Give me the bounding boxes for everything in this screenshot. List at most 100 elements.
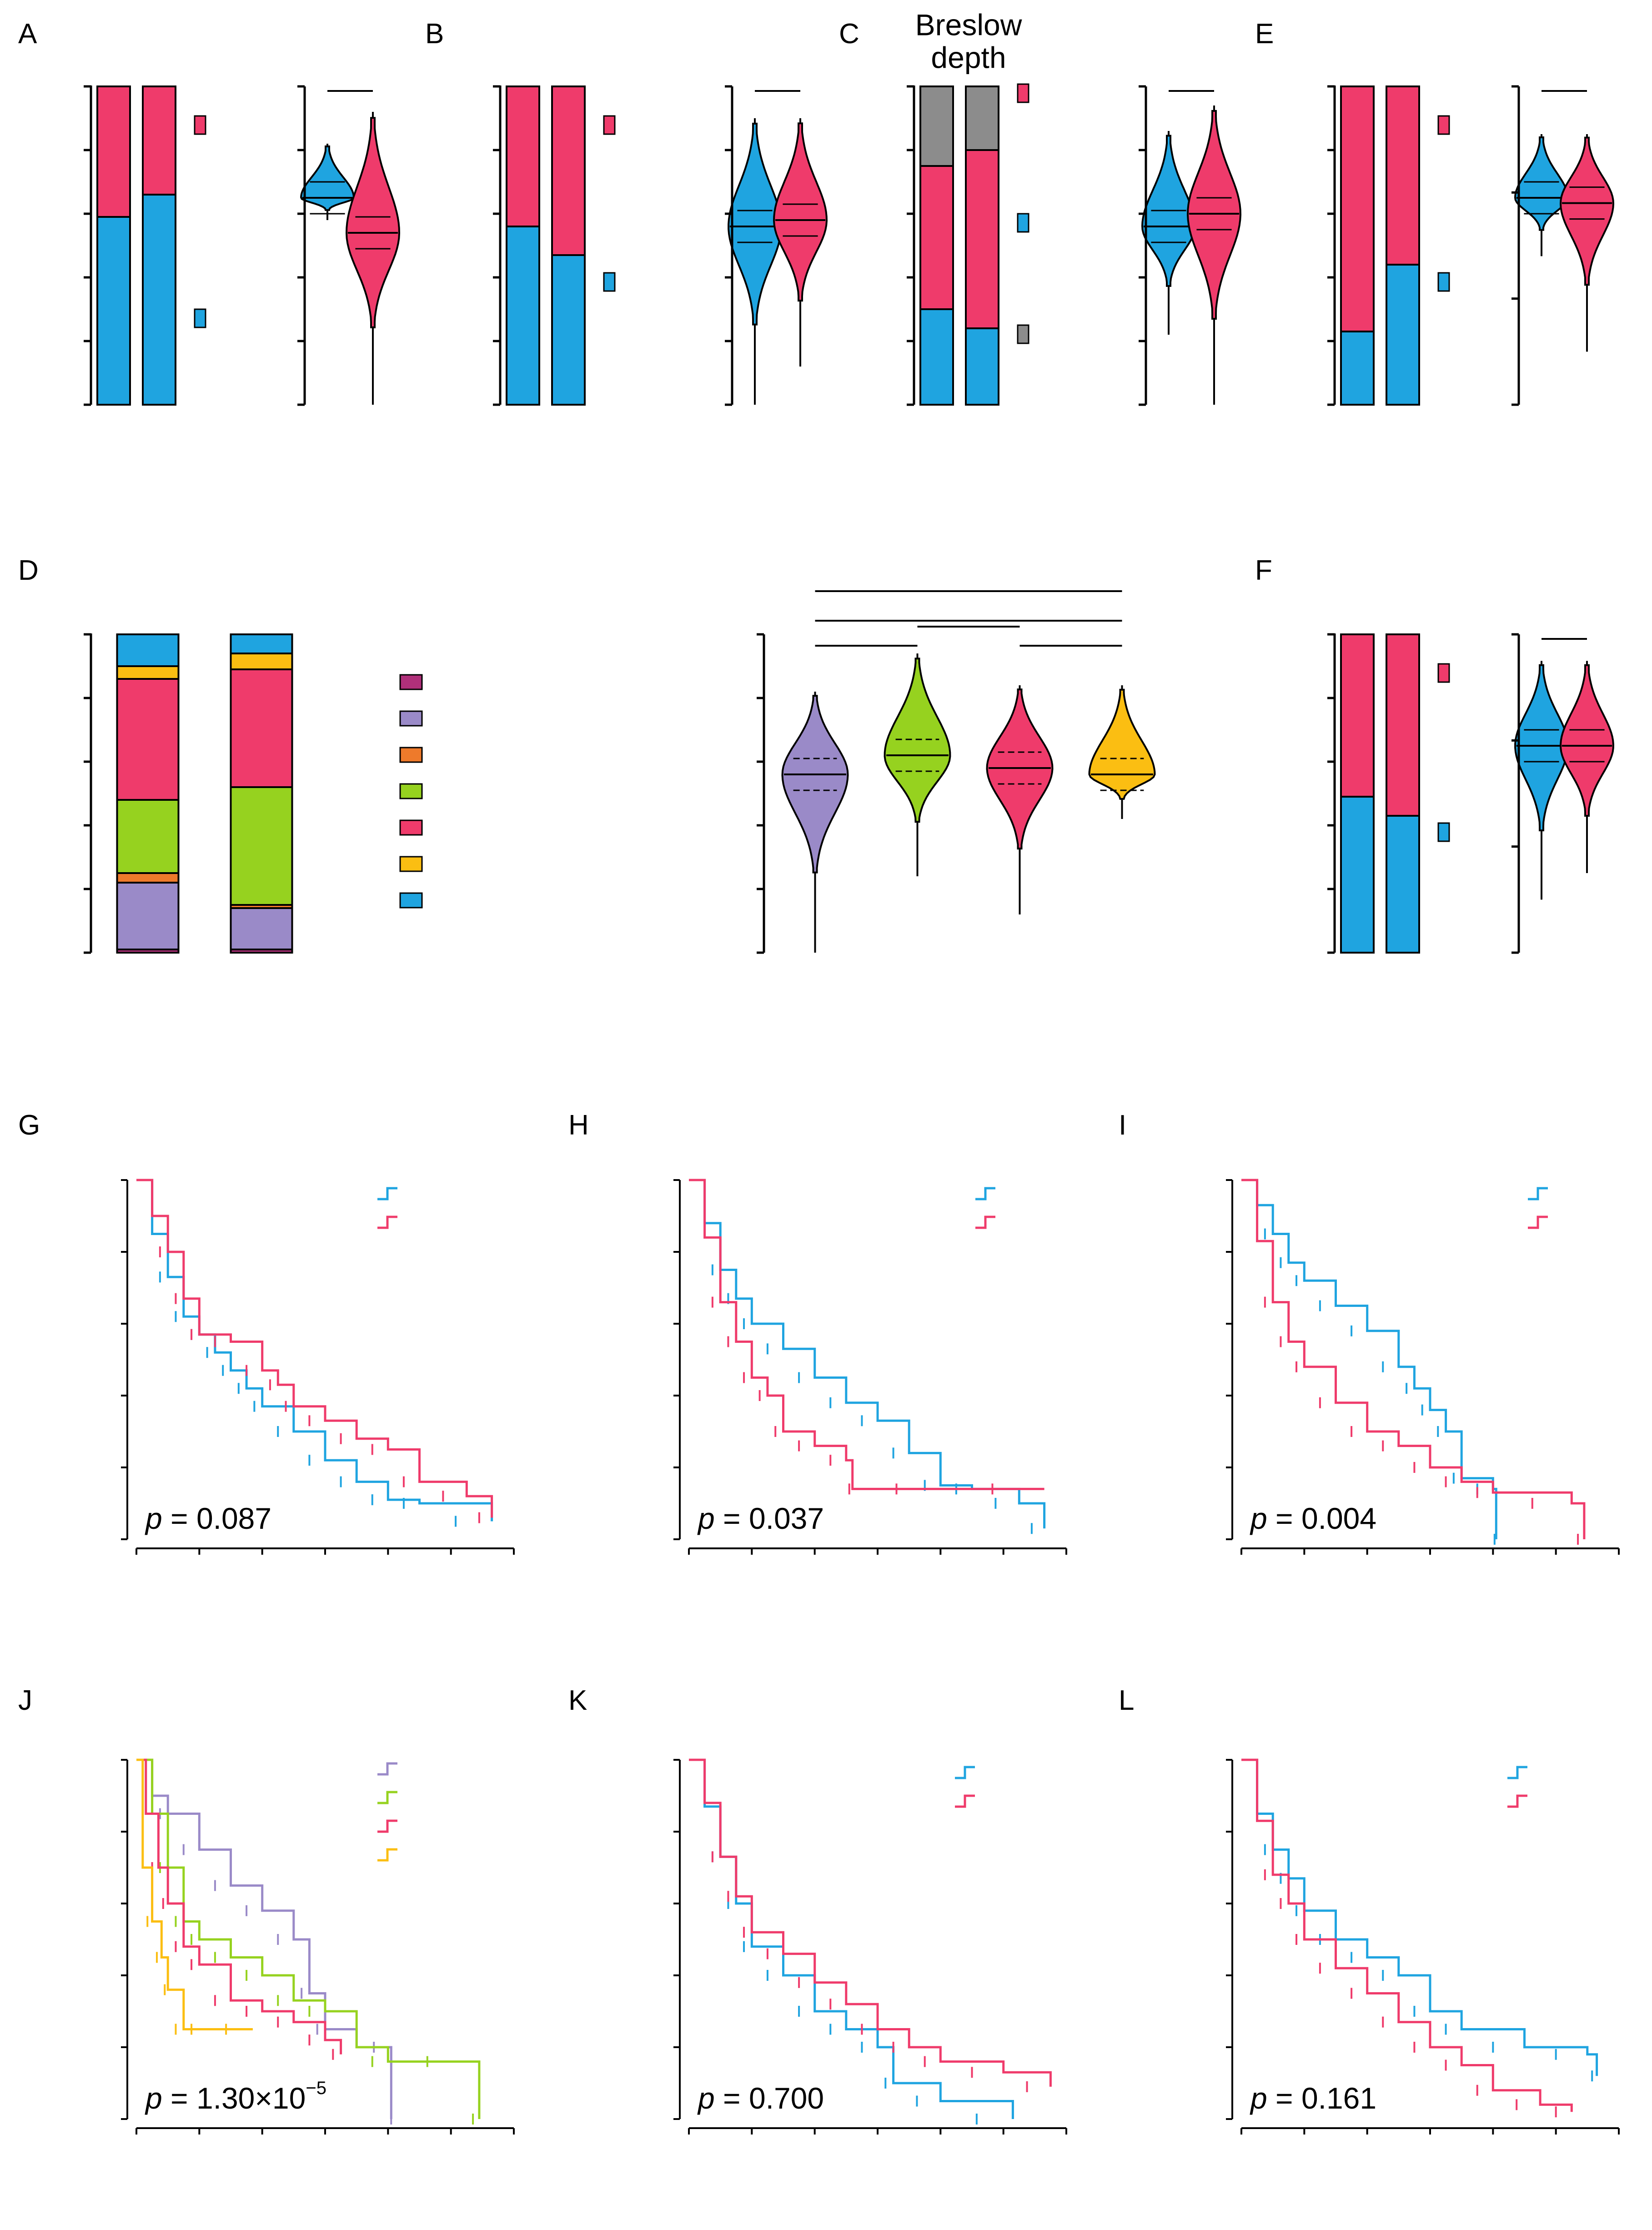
legend-key bbox=[975, 1187, 995, 1200]
p-value-exponent: −5 bbox=[306, 2078, 326, 2098]
p-equals: = bbox=[162, 1502, 196, 1535]
panel-letter-i: I bbox=[1119, 1110, 1126, 1141]
panel-b-violin-chart bbox=[725, 85, 828, 406]
bar-segment bbox=[116, 678, 180, 801]
violin-body bbox=[728, 122, 782, 326]
bar-segment bbox=[1340, 796, 1375, 954]
panel-d-bar-chart bbox=[84, 633, 293, 954]
p-value-number: 0.037 bbox=[749, 1502, 824, 1535]
violin-body bbox=[1186, 110, 1242, 320]
legend-key bbox=[955, 1794, 975, 1808]
p-equals: = bbox=[715, 2081, 749, 2115]
legend-key bbox=[975, 1215, 995, 1229]
p-value-number: 0.161 bbox=[1301, 2081, 1376, 2115]
bar-segment bbox=[919, 85, 954, 167]
bar-segment bbox=[506, 85, 540, 227]
survival-curve bbox=[1241, 1758, 1573, 2112]
panel-title: Breslow bbox=[915, 8, 1022, 41]
legend-key bbox=[377, 1215, 397, 1229]
p-value-number: 0.087 bbox=[196, 1502, 271, 1535]
bar-segment bbox=[116, 633, 180, 667]
survival-curve bbox=[136, 1758, 392, 2119]
panel-letter-f: F bbox=[1255, 555, 1272, 586]
legend-swatch bbox=[399, 783, 423, 799]
bar-segment bbox=[230, 907, 293, 950]
bar-segment bbox=[1340, 633, 1375, 798]
p-value-number: 0.004 bbox=[1301, 1502, 1376, 1535]
legend-swatch bbox=[399, 710, 423, 727]
panel-e-bar-chart bbox=[1327, 85, 1450, 406]
violin-body bbox=[1514, 136, 1569, 231]
panel-f-bar-chart bbox=[1327, 633, 1450, 954]
bar-segment bbox=[1386, 815, 1420, 954]
legend-key bbox=[955, 1766, 975, 1779]
violin-body bbox=[345, 117, 401, 328]
survival-curve bbox=[1241, 1179, 1497, 1539]
bar-segment bbox=[142, 194, 176, 406]
stage-legend bbox=[399, 674, 423, 909]
legend-key bbox=[377, 1791, 397, 1804]
legend-swatch bbox=[399, 856, 423, 872]
legend-swatch bbox=[1437, 663, 1450, 683]
violin-body bbox=[1559, 136, 1615, 286]
survival-curve bbox=[136, 1758, 342, 2054]
p-symbol: p bbox=[145, 2081, 162, 2115]
bar-segment bbox=[230, 786, 293, 906]
panel-g-survival-chart: p = 0.087 bbox=[121, 1179, 515, 1555]
bar-segment bbox=[551, 254, 586, 406]
p-symbol: p bbox=[1250, 2081, 1267, 2115]
bar-segment bbox=[965, 327, 999, 406]
survival-curve bbox=[689, 1758, 1014, 2119]
panel-h-survival-chart: p = 0.037 bbox=[673, 1179, 1067, 1555]
violin-body bbox=[300, 145, 355, 211]
panel-letter-a: A bbox=[18, 18, 37, 50]
panel-c-violin-chart bbox=[1139, 85, 1242, 406]
bar-segment bbox=[142, 85, 176, 196]
legend-swatch bbox=[399, 819, 423, 836]
p-equals: = bbox=[162, 2081, 196, 2115]
panel-letter-l: L bbox=[1119, 1685, 1134, 1716]
survival-curve bbox=[1241, 1758, 1598, 2076]
survival-curve bbox=[689, 1758, 1052, 2087]
legend-swatch bbox=[1437, 115, 1450, 135]
legend-key bbox=[377, 1187, 397, 1200]
legend-swatch bbox=[1017, 213, 1029, 233]
legend-key bbox=[1507, 1794, 1527, 1808]
p-value: p = 0.087 bbox=[145, 1502, 271, 1535]
panel-k-survival-chart: p = 0.700 bbox=[673, 1758, 1067, 2135]
panel-f-violin-chart bbox=[1511, 633, 1614, 954]
p-equals: = bbox=[715, 1502, 749, 1535]
p-symbol: p bbox=[1250, 1502, 1267, 1535]
legend-swatch bbox=[1017, 324, 1029, 344]
bar-segment bbox=[116, 872, 180, 884]
survival-curve bbox=[689, 1179, 1046, 1529]
bar-segment bbox=[1340, 331, 1375, 406]
violin-body bbox=[781, 695, 849, 874]
legend-key bbox=[1528, 1215, 1548, 1229]
legend-key bbox=[377, 1762, 397, 1776]
legend-key bbox=[1507, 1766, 1527, 1779]
bar-segment bbox=[116, 882, 180, 950]
legend-swatch bbox=[194, 115, 206, 135]
legend-swatch bbox=[1017, 83, 1029, 103]
p-value: p = 0.037 bbox=[697, 1502, 824, 1535]
legend-key bbox=[377, 1848, 397, 1862]
bar-segment bbox=[230, 653, 293, 670]
panel-letter-k: K bbox=[568, 1685, 587, 1716]
legend-swatch bbox=[603, 272, 616, 292]
legend-swatch bbox=[194, 308, 206, 328]
bar-segment bbox=[1340, 85, 1375, 332]
panel-letter-c: C bbox=[839, 18, 859, 50]
p-value: p = 0.161 bbox=[1250, 2081, 1376, 2115]
bar-segment bbox=[919, 165, 954, 310]
violin-body bbox=[1514, 664, 1569, 832]
bar-segment bbox=[1386, 264, 1420, 406]
survival-curve bbox=[136, 1758, 253, 2030]
bar-segment bbox=[230, 633, 293, 654]
panel-j-survival-chart: p = 1.30×10−5 bbox=[121, 1758, 515, 2135]
p-value-number: 1.30×10 bbox=[196, 2081, 306, 2115]
panel-e-violin-chart bbox=[1511, 85, 1615, 406]
bar-segment bbox=[965, 149, 999, 329]
legend-swatch bbox=[603, 115, 616, 135]
